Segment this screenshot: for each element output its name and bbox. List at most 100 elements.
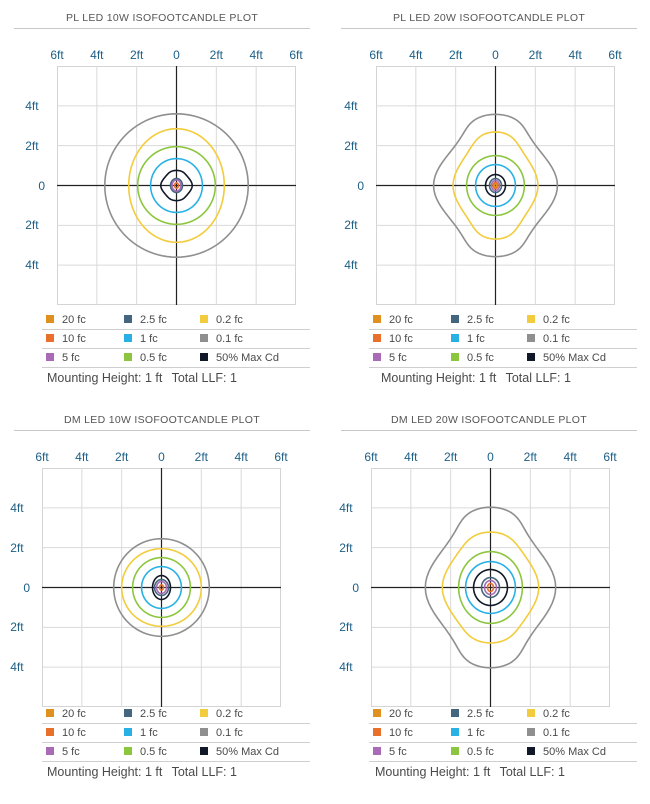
legend-row: 5 fc 0.5 fc 50% Max Cd: [369, 743, 637, 762]
contour-50-max-cd: [484, 173, 507, 198]
legend-label: 0.5 fc: [467, 352, 494, 364]
legend-label: 0.2 fc: [543, 314, 570, 326]
legend-swatch: [527, 353, 535, 362]
x-tick-label: 4ft: [568, 48, 582, 62]
contour-0-5-fc: [465, 154, 526, 217]
legend-label: 5 fc: [389, 352, 407, 364]
contour-50-max-cd: [159, 169, 194, 202]
plot-panel-3: DM LED 20W ISOFOOTCANDLE PLOT 6ft 4ft 2ft 0…: [339, 410, 637, 795]
legend-item: 0.5 fc: [124, 351, 167, 365]
legend-item: 0.1 fc: [200, 726, 243, 740]
legend-swatch: [124, 747, 132, 756]
legend-label: 5 fc: [389, 746, 407, 758]
legend-item: 10 fc: [373, 726, 413, 740]
legend-row: 10 fc 1 fc 0.1 fc: [42, 330, 310, 349]
legend-row: 5 fc 0.5 fc 50% Max Cd: [369, 349, 637, 368]
y-tick-label: 2ft: [10, 620, 24, 635]
x-tick-label: 2ft: [209, 48, 223, 62]
legend-item: 1 fc: [124, 726, 158, 740]
x-tick-label: 6ft: [274, 450, 288, 464]
x-axis-ticks: 6ft 4ft 2ft 0 2ft 4ft 6ft: [369, 48, 621, 62]
legend-swatch: [451, 747, 459, 756]
y-tick-label: 0: [38, 178, 46, 193]
legend-row: 10 fc 1 fc 0.1 fc: [369, 724, 637, 743]
contour-50-max-cd: [472, 568, 509, 607]
x-axis-ticks: 6ft 4ft 2ft 0 2ft 4ft 6ft: [364, 450, 616, 464]
plot-title: DM LED 20W ISOFOOTCANDLE PLOT: [341, 410, 637, 431]
legend-label: 0.2 fc: [543, 708, 570, 720]
contour-1-fc: [464, 560, 517, 615]
legend-item: 0.2 fc: [200, 313, 243, 327]
contour-0-1-fc: [103, 112, 250, 259]
legend-item: 10 fc: [46, 332, 86, 346]
contour-5-fc: [171, 179, 182, 192]
legend-swatch: [451, 315, 459, 324]
legend-label: 0.1 fc: [216, 333, 243, 345]
legend-swatch: [124, 334, 132, 343]
plot-footer: Mounting Height: 1 ft Total LLF: 1: [375, 763, 571, 781]
legend-item: 10 fc: [373, 332, 413, 346]
legend-swatch: [200, 353, 208, 362]
legend-swatch: [527, 334, 535, 343]
contour-0-5-fc: [457, 550, 524, 625]
legend-swatch: [200, 334, 208, 343]
legend-row: 20 fc 2.5 fc 0.2 fc: [42, 705, 310, 724]
mounting-height: Mounting Height: 1 ft: [47, 371, 163, 385]
x-tick-label: 2ft: [114, 450, 129, 464]
x-axis-ticks: 6ft 4ft 2ft 0 2ft 4ft 6ft: [35, 450, 287, 464]
legend-item: 0.5 fc: [451, 351, 494, 365]
contour-5-fc: [155, 580, 168, 595]
legend-label: 10 fc: [389, 333, 413, 345]
legend-swatch: [373, 315, 381, 324]
legend-swatch: [46, 728, 54, 737]
y-tick-label: 4ft: [339, 660, 353, 675]
legend-item: 50% Max Cd: [527, 745, 606, 759]
legend-label: 0.1 fc: [216, 727, 243, 739]
legend-swatch: [124, 709, 132, 718]
legend-swatch: [46, 353, 54, 362]
legend-item: 1 fc: [451, 332, 485, 346]
legend-item: 20 fc: [373, 313, 413, 327]
y-tick-label: 2ft: [344, 218, 358, 233]
legend-swatch: [200, 728, 208, 737]
contour-2-5-fc: [169, 177, 184, 194]
legend-swatch: [124, 728, 132, 737]
isofootcandle-plot: [371, 468, 610, 707]
plot-panel-2: DM LED 10W ISOFOOTCANDLE PLOT 6ft 4ft 2ft 0…: [10, 410, 310, 795]
legend-item: 2.5 fc: [124, 707, 167, 721]
legend-swatch: [373, 747, 381, 756]
mounting-height: Mounting Height: 1 ft: [47, 765, 163, 779]
x-tick-label: 6ft: [364, 450, 378, 464]
legend-item: 0.1 fc: [527, 332, 570, 346]
legend-label: 50% Max Cd: [543, 352, 606, 364]
legend-swatch: [124, 353, 132, 362]
y-tick-label: 2ft: [339, 540, 353, 555]
y-tick-label: 2ft: [25, 138, 39, 153]
legend-label: 0.2 fc: [216, 708, 243, 720]
legend-swatch: [451, 334, 459, 343]
x-tick-label: 0: [492, 48, 499, 62]
legend-label: 20 fc: [389, 314, 413, 326]
x-tick-label: 4ft: [404, 450, 418, 464]
x-tick-label: 2ft: [528, 48, 542, 62]
legend-label: 50% Max Cd: [543, 746, 606, 758]
legend-row: 20 fc 2.5 fc 0.2 fc: [369, 705, 637, 724]
contour-10-fc: [492, 181, 499, 190]
legend-label: 2.5 fc: [467, 314, 494, 326]
legend-item: 2.5 fc: [451, 707, 494, 721]
plot-title: PL LED 10W ISOFOOTCANDLE PLOT: [14, 8, 310, 29]
legend-item: 2.5 fc: [124, 313, 167, 327]
legend-item: 0.2 fc: [527, 313, 570, 327]
legend-item: 1 fc: [124, 332, 158, 346]
legend-label: 2.5 fc: [467, 708, 494, 720]
total-llf: Total LLF: 1: [505, 371, 571, 385]
contour-2-5-fc: [488, 177, 503, 194]
plot-footer: Mounting Height: 1 ft Total LLF: 1: [47, 369, 243, 387]
plot-panel-0: PL LED 10W ISOFOOTCANDLE PLOT 6ft 4ft 2ft 0…: [14, 8, 310, 393]
legend-label: 0.2 fc: [216, 314, 243, 326]
legend-swatch: [527, 747, 535, 756]
legend-label: 0.1 fc: [543, 333, 570, 345]
x-tick-label: 2ft: [523, 450, 537, 464]
legend-item: 5 fc: [46, 745, 80, 759]
contour-5-fc: [483, 579, 498, 596]
